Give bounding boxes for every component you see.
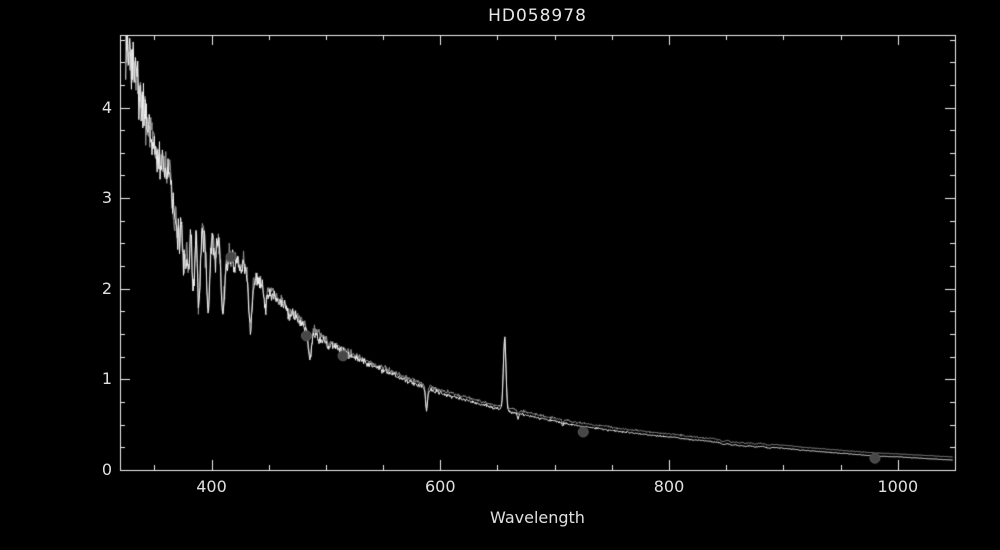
x-tick-label-600: 600 — [424, 477, 456, 496]
y-tick-label-2: 2 — [101, 278, 112, 298]
y-tick-label-0: 0 — [101, 460, 112, 479]
y-tick-label-1: 1 — [101, 369, 112, 389]
x-axis-label: Wavelength — [490, 508, 585, 527]
y-tick-label-4: 4 — [101, 97, 112, 117]
x-tick-label-400: 400 — [196, 477, 227, 496]
y-tick-label-3: 3 — [101, 188, 112, 208]
x-tick-label-800: 800 — [653, 477, 685, 496]
x-tick-label-1000: 1000 — [877, 477, 919, 496]
chart-title: HD058978 — [488, 6, 587, 26]
